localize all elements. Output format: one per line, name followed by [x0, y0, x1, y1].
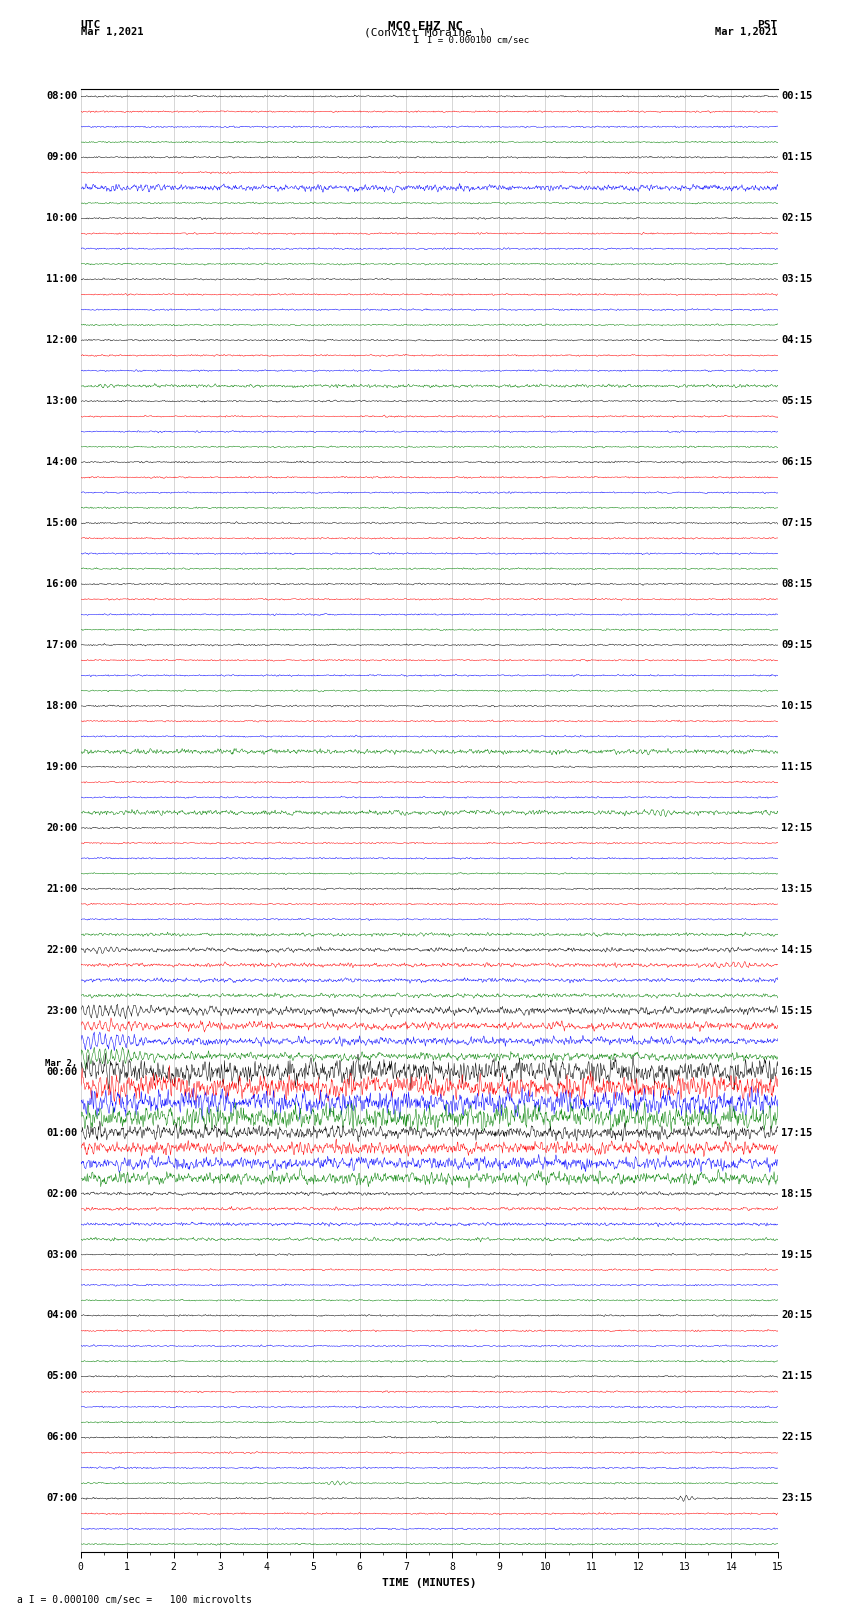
Text: 10:15: 10:15	[781, 702, 813, 711]
Text: 17:00: 17:00	[46, 640, 77, 650]
Text: 18:00: 18:00	[46, 702, 77, 711]
Text: 01:00: 01:00	[46, 1127, 77, 1137]
Text: Mar 1,2021: Mar 1,2021	[715, 27, 778, 37]
Text: 11:00: 11:00	[46, 274, 77, 284]
Text: 16:15: 16:15	[781, 1066, 813, 1076]
Text: Mar 2,: Mar 2,	[45, 1058, 77, 1068]
Text: 21:00: 21:00	[46, 884, 77, 894]
Text: I = 0.000100 cm/sec: I = 0.000100 cm/sec	[427, 35, 529, 45]
Text: 02:00: 02:00	[46, 1189, 77, 1198]
Text: 14:00: 14:00	[46, 456, 77, 468]
Text: Mar 1,2021: Mar 1,2021	[81, 27, 144, 37]
Text: 20:15: 20:15	[781, 1310, 813, 1321]
Text: 19:00: 19:00	[46, 761, 77, 773]
Text: 06:00: 06:00	[46, 1432, 77, 1442]
Text: 15:00: 15:00	[46, 518, 77, 527]
Text: 05:15: 05:15	[781, 397, 813, 406]
Text: 13:00: 13:00	[46, 397, 77, 406]
Text: 23:15: 23:15	[781, 1494, 813, 1503]
Text: 08:15: 08:15	[781, 579, 813, 589]
Text: 05:00: 05:00	[46, 1371, 77, 1381]
Text: MCO EHZ NC: MCO EHZ NC	[388, 19, 462, 34]
Text: 15:15: 15:15	[781, 1005, 813, 1016]
Text: 23:00: 23:00	[46, 1005, 77, 1016]
Text: UTC: UTC	[81, 19, 101, 31]
Text: 08:00: 08:00	[46, 92, 77, 102]
Text: (Convict Moraine ): (Convict Moraine )	[365, 27, 485, 37]
Text: 00:15: 00:15	[781, 92, 813, 102]
Text: 10:00: 10:00	[46, 213, 77, 223]
Text: I: I	[413, 35, 420, 45]
Text: 02:15: 02:15	[781, 213, 813, 223]
Text: 01:15: 01:15	[781, 152, 813, 163]
Text: 14:15: 14:15	[781, 945, 813, 955]
Text: 04:00: 04:00	[46, 1310, 77, 1321]
Text: 07:00: 07:00	[46, 1494, 77, 1503]
Text: 04:15: 04:15	[781, 336, 813, 345]
Text: 13:15: 13:15	[781, 884, 813, 894]
Text: 21:15: 21:15	[781, 1371, 813, 1381]
Text: 22:15: 22:15	[781, 1432, 813, 1442]
Text: 09:00: 09:00	[46, 152, 77, 163]
Text: 22:00: 22:00	[46, 945, 77, 955]
Text: 12:00: 12:00	[46, 336, 77, 345]
Text: 11:15: 11:15	[781, 761, 813, 773]
Text: 18:15: 18:15	[781, 1189, 813, 1198]
Text: 16:00: 16:00	[46, 579, 77, 589]
Text: 07:15: 07:15	[781, 518, 813, 527]
Text: 12:15: 12:15	[781, 823, 813, 832]
X-axis label: TIME (MINUTES): TIME (MINUTES)	[382, 1578, 477, 1587]
Text: 00:00: 00:00	[46, 1066, 77, 1076]
Text: a I = 0.000100 cm/sec =   100 microvolts: a I = 0.000100 cm/sec = 100 microvolts	[17, 1595, 252, 1605]
Text: 03:15: 03:15	[781, 274, 813, 284]
Text: 20:00: 20:00	[46, 823, 77, 832]
Text: 09:15: 09:15	[781, 640, 813, 650]
Text: 19:15: 19:15	[781, 1250, 813, 1260]
Text: 06:15: 06:15	[781, 456, 813, 468]
Text: 17:15: 17:15	[781, 1127, 813, 1137]
Text: 03:00: 03:00	[46, 1250, 77, 1260]
Text: PST: PST	[757, 19, 778, 31]
